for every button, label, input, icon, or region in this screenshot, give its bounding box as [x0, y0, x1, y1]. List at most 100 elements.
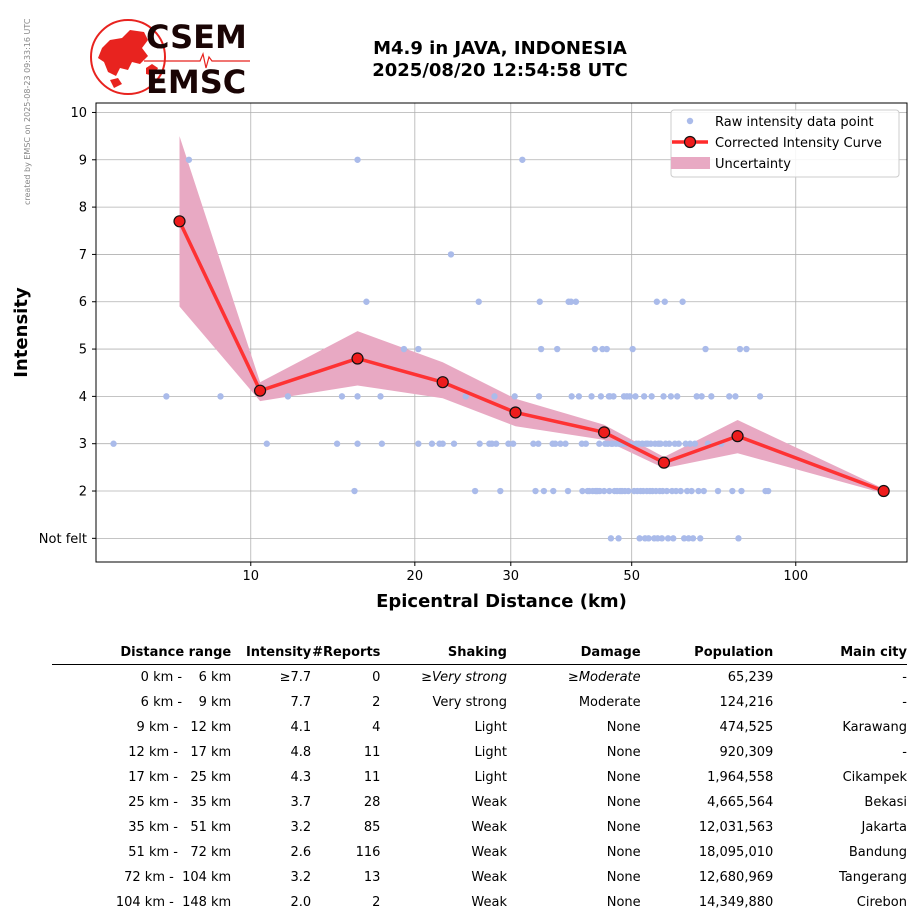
- raw-data-point: [378, 440, 386, 447]
- y-tick-label: 6: [79, 295, 87, 310]
- raw-data-point: [663, 487, 671, 495]
- axes-layer: 10 20 30 50 100 Not felt 2 3 4 5 6 7 8 9 10 Epicentral …: [11, 102, 908, 612]
- cell-main-city: Cikampek: [842, 770, 907, 785]
- raw-data-point: [700, 487, 707, 495]
- raw-data-point: [535, 393, 543, 400]
- y-tick-label: 3: [79, 437, 87, 452]
- y-tick-label: 2: [79, 485, 87, 500]
- header-population: Population: [640, 640, 774, 665]
- cell-distance-range: 6 km - 9 km: [132, 695, 232, 710]
- raw-data-point: [657, 440, 664, 447]
- raw-data-point: [428, 440, 436, 447]
- cell-shaking: Weak: [471, 820, 507, 835]
- raw-data-point: [537, 345, 545, 353]
- header-distance-range: Distance range: [52, 640, 232, 665]
- table-row: 9 km - 12 km 4.1 4 Light None 474,525 Karawang: [52, 715, 907, 740]
- y-tick-label: 10: [70, 106, 87, 121]
- raw-data-point: [354, 440, 361, 447]
- cell-reports: 85: [363, 820, 381, 835]
- cell-distance-range: 9 km - 12 km: [128, 720, 232, 735]
- x-axis-label: Epicentral Distance (km): [376, 591, 627, 612]
- cell-main-city: Tangerang: [838, 870, 907, 885]
- raw-data-point: [629, 345, 636, 353]
- cell-main-city: Jakarta: [861, 820, 907, 835]
- cell-main-city: Cirebon: [856, 895, 907, 910]
- raw-data-point: [354, 393, 361, 400]
- y-axis-label: Intensity: [11, 287, 32, 378]
- raw-data-point: [603, 345, 610, 353]
- cell-distance-range: 72 km - 104 km: [120, 870, 232, 885]
- raw-data-point: [568, 393, 575, 400]
- cell-intensity: 3.2: [290, 870, 312, 885]
- raw-data-point: [756, 393, 764, 400]
- table-row: 104 km - 148 km 2.0 2 Weak None 14,349,880 Cir…: [52, 890, 907, 915]
- svg-text:CSEM: CSEM: [146, 18, 247, 56]
- raw-data-point: [363, 298, 370, 305]
- table-row: 17 km - 25 km 4.3 11 Light None 1,964,558 Cika…: [52, 765, 907, 790]
- raw-data-point: [743, 345, 750, 353]
- y-tick-label: 8: [79, 201, 87, 216]
- corrected-curve-marker: [253, 384, 267, 397]
- raw-data-point: [648, 393, 655, 400]
- raw-data-point: [185, 156, 193, 163]
- raw-data-point: [625, 487, 632, 495]
- raw-data-point: [447, 251, 455, 258]
- cell-shaking: Weak: [471, 795, 507, 810]
- cell-distance-range: 0 km - 6 km: [132, 670, 232, 685]
- corrected-curve-marker: [598, 426, 611, 439]
- raw-data-point: [689, 535, 697, 542]
- raw-data-point: [567, 298, 575, 305]
- cell-population: 18,095,010: [698, 845, 774, 860]
- y-tick-label: 9: [79, 153, 87, 168]
- table-row: 51 km - 72 km 2.6 116 Weak None 18,095,010 Ban…: [52, 840, 907, 865]
- cell-main-city: -: [902, 745, 907, 760]
- raw-points-layer: [110, 156, 772, 542]
- cell-reports: 11: [363, 770, 381, 785]
- legend-curve-marker: [683, 135, 697, 149]
- raw-data-point: [217, 393, 224, 400]
- raw-data-point: [579, 487, 586, 495]
- header-damage: Damage: [506, 640, 641, 665]
- uncertainty-band: [179, 136, 884, 494]
- raw-data-point: [415, 440, 422, 447]
- cell-intensity: 2.0: [290, 895, 312, 910]
- cell-population: 12,031,563: [698, 820, 774, 835]
- raw-data-point: [338, 393, 346, 400]
- raw-data-point: [697, 535, 704, 542]
- uncertainty-layer: [179, 136, 884, 494]
- raw-data-point: [110, 440, 117, 447]
- raw-data-point: [640, 393, 648, 400]
- table-row: 72 km - 104 km 3.2 13 Weak None 12,680,969 Tan…: [52, 865, 907, 890]
- raw-data-point: [333, 440, 341, 447]
- raw-data-point: [509, 440, 517, 447]
- raw-data-point: [686, 440, 694, 447]
- raw-data-point: [664, 535, 672, 542]
- cell-population: 124,216: [719, 695, 774, 710]
- raw-data-point: [163, 393, 170, 400]
- raw-data-point: [677, 487, 684, 495]
- cell-damage: None: [606, 770, 641, 785]
- curve-layer: [173, 215, 890, 498]
- raw-data-point: [685, 535, 692, 542]
- raw-data-point: [615, 535, 622, 542]
- raw-data-point: [632, 393, 639, 400]
- raw-data-point: [645, 535, 652, 542]
- cell-intensity: 3.2: [290, 820, 312, 835]
- plot-frame: [95, 102, 908, 563]
- raw-data-point: [575, 393, 583, 400]
- raw-data-point: [680, 535, 688, 542]
- cell-intensity: 2.6: [290, 845, 312, 860]
- corrected-curve-marker: [657, 456, 671, 469]
- corrected-curve-marker: [436, 376, 449, 389]
- cell-reports: 2: [372, 695, 381, 710]
- corrected-curve-line: [177, 220, 885, 493]
- raw-data-point: [764, 487, 772, 495]
- emsc-logo: CSEM EMSC: [90, 18, 250, 98]
- legend: Raw intensity data point Corrected Intens…: [670, 109, 900, 178]
- x-tick-label: 50: [623, 569, 640, 584]
- cell-distance-range: 25 km - 35 km: [124, 795, 232, 810]
- raw-data-point: [683, 487, 691, 495]
- raw-data-point: [554, 345, 561, 353]
- legend-uncertainty-swatch: [671, 157, 710, 169]
- raw-data-point: [532, 487, 539, 495]
